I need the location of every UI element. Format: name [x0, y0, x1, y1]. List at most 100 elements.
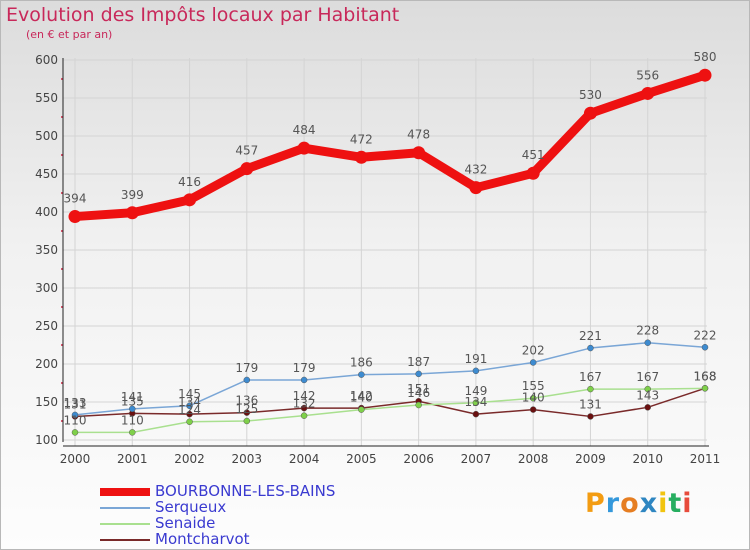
data-label-1: 186 — [350, 356, 373, 370]
logo-letter: P — [585, 488, 606, 519]
data-label-2: 110 — [64, 413, 87, 427]
legend-label-serqueux: Serqueux — [155, 498, 227, 516]
series-point-3 — [243, 409, 251, 416]
logo-letter: r — [605, 488, 621, 519]
series-point-1 — [644, 339, 651, 346]
series-point-2 — [186, 418, 193, 426]
data-label-3: 134 — [178, 395, 201, 409]
series-point-0 — [354, 150, 368, 164]
data-label-3: 143 — [636, 388, 659, 402]
series-point-3 — [644, 404, 651, 411]
y-tick-label: 350 — [35, 243, 58, 257]
data-label-1: 187 — [407, 355, 430, 369]
data-label-2: 124 — [178, 403, 201, 417]
data-label-0: 451 — [522, 148, 545, 162]
data-label-0: 399 — [121, 188, 144, 202]
series-point-2 — [415, 401, 422, 409]
series-point-0 — [526, 166, 540, 180]
data-label-1: 228 — [636, 324, 659, 338]
x-tick-label: 2011 — [690, 452, 721, 466]
x-tick-label: 2005 — [346, 452, 377, 466]
data-label-3: 131 — [64, 397, 87, 411]
data-label-0: 394 — [64, 192, 87, 206]
data-label-2: 110 — [121, 413, 144, 427]
data-label-2: 167 — [636, 370, 659, 384]
y-tick-label: 400 — [35, 205, 58, 219]
data-label-3: 168 — [694, 369, 717, 383]
data-label-1: 222 — [694, 328, 717, 342]
y-tick-label: 600 — [35, 53, 58, 67]
x-tick-label: 2006 — [403, 452, 434, 466]
series-point-1 — [472, 367, 480, 375]
series-point-1 — [701, 344, 709, 351]
y-tick-label: 450 — [35, 167, 58, 181]
y-tick-label: 150 — [35, 395, 58, 409]
series-point-3 — [529, 406, 537, 413]
series-point-1 — [587, 344, 594, 352]
legend-label-montcharvot: Montcharvot — [155, 530, 250, 548]
data-label-0: 484 — [293, 123, 316, 137]
data-label-1: 141 — [121, 390, 144, 404]
data-label-3: 140 — [522, 391, 545, 405]
data-label-0: 478 — [407, 128, 430, 142]
logo-letter: t — [668, 488, 683, 519]
x-tick-label: 2007 — [461, 452, 492, 466]
data-label-2: 140 — [350, 391, 373, 405]
data-label-0: 457 — [235, 144, 258, 158]
logo-letter: i — [658, 488, 669, 519]
data-label-3: 151 — [407, 382, 430, 396]
series-point-1 — [186, 402, 193, 410]
y-tick-label: 100 — [35, 433, 58, 447]
x-tick-label: 2001 — [117, 452, 148, 466]
x-tick-label: 2000 — [60, 452, 91, 466]
y-tick-label: 500 — [35, 129, 58, 143]
data-label-3: 142 — [293, 389, 316, 403]
series-point-1 — [358, 371, 365, 378]
series-point-0 — [641, 86, 655, 100]
legend-item-serqueux: Serqueux — [100, 498, 400, 517]
x-tick-label: 2004 — [289, 452, 320, 466]
series-point-3 — [300, 404, 308, 412]
series-point-0 — [698, 68, 712, 82]
y-tick-label: 200 — [35, 357, 58, 371]
data-label-2: 155 — [522, 379, 545, 393]
data-label-3: 135 — [121, 394, 144, 408]
y-tick-label: 250 — [35, 319, 58, 333]
series-point-0 — [125, 206, 139, 220]
series-point-2 — [472, 399, 480, 407]
series-point-3 — [472, 410, 480, 418]
legend-label-bourbonne: BOURBONNE-LES-BAINS — [155, 482, 336, 500]
data-label-1: 145 — [178, 387, 201, 401]
data-label-0: 432 — [464, 163, 487, 177]
data-label-1: 179 — [293, 361, 316, 375]
data-label-0: 580 — [694, 50, 717, 64]
data-label-0: 416 — [178, 175, 201, 189]
series-point-0 — [412, 146, 426, 160]
series-point-2 — [129, 429, 136, 436]
x-tick-label: 2010 — [632, 452, 663, 466]
series-line-1 — [74, 341, 706, 416]
series-point-2 — [243, 417, 251, 425]
series-point-0 — [68, 210, 82, 224]
series-point-3 — [186, 410, 193, 418]
series-point-1 — [300, 376, 308, 384]
series-point-0 — [469, 181, 483, 195]
legend-item-montcharvot: Montcharvot — [100, 530, 400, 549]
data-label-2: 125 — [235, 402, 258, 416]
series-point-1 — [243, 376, 251, 384]
series-point-2 — [358, 406, 365, 413]
data-label-0: 556 — [636, 68, 659, 82]
data-label-0: 472 — [350, 132, 373, 146]
data-label-2: 167 — [579, 370, 602, 384]
x-tick-label: 2009 — [575, 452, 606, 466]
series-line-3 — [74, 387, 706, 418]
data-label-2: 146 — [407, 386, 430, 400]
series-point-2 — [701, 385, 709, 392]
series-line-2 — [74, 387, 706, 434]
data-label-1: 202 — [522, 343, 545, 357]
data-label-1: 133 — [64, 396, 87, 410]
series-point-2 — [529, 394, 537, 402]
data-label-3: 142 — [350, 389, 373, 403]
